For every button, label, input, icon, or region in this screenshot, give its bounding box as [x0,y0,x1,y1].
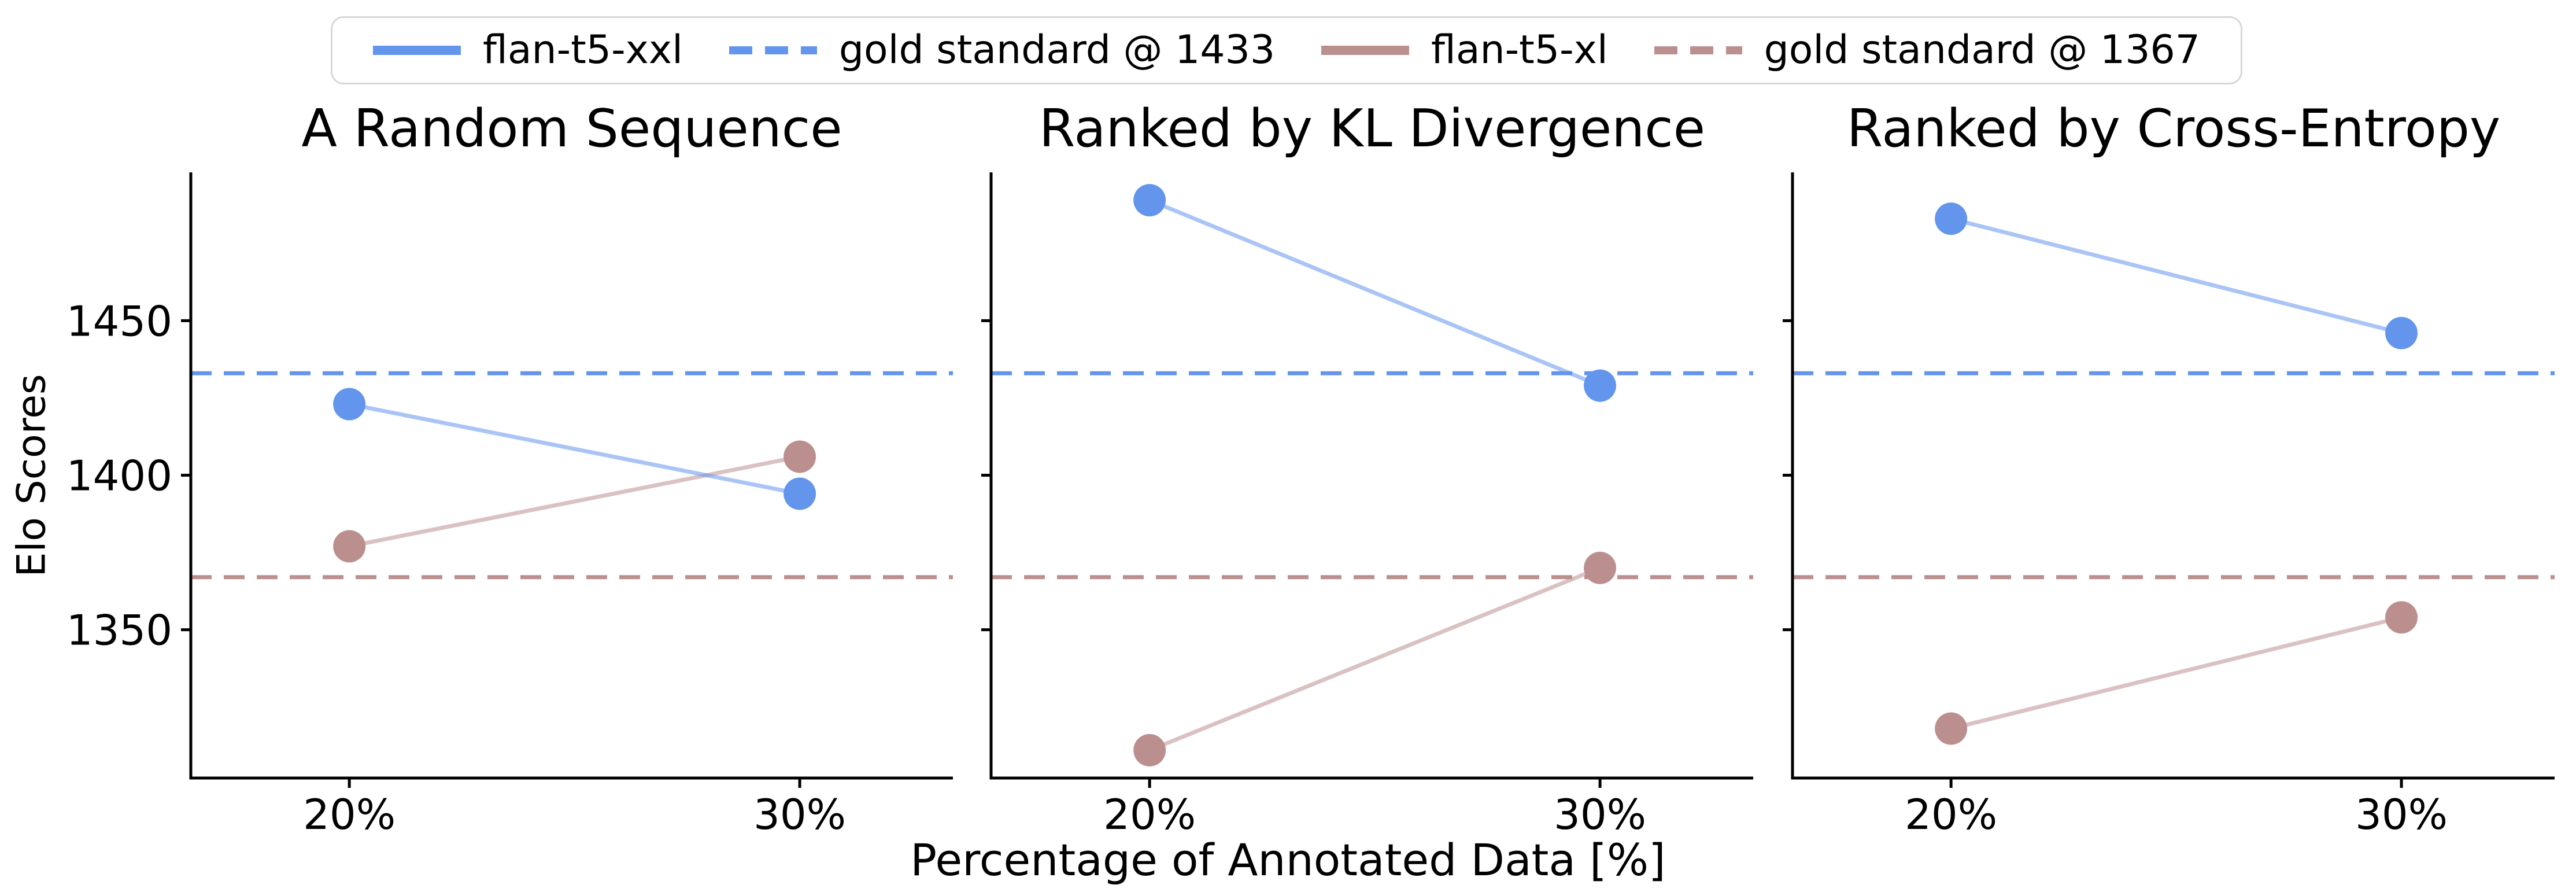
data-point [783,477,816,510]
series-flan-t5-xxl [1935,202,2418,349]
solid-line-swatch [1321,46,1410,55]
x-tick-label: 20% [303,790,396,839]
panel-title-random-sequence: A Random Sequence [301,98,842,159]
dashed-line-swatch [729,46,817,54]
series-line [1148,198,1601,388]
panel-title-kl-divergence: Ranked by KL Divergence [1038,98,1706,159]
panel-1: 20% 30% [981,172,1753,839]
data-point [1584,551,1617,584]
dashed-line-swatch [1654,46,1742,54]
legend-label: flan-t5-xxl [483,27,683,73]
y-tick-label: 1450 [66,297,172,345]
series-line [1148,566,1601,753]
x-tick-label: 30% [2355,790,2448,839]
x-tick-label: 20% [1103,790,1196,839]
legend-item-flan-t5-xl: flan-t5-xl [1321,31,1608,70]
data-point [783,440,816,473]
legend-item-gold-standard-1367: gold standard @ 1367 [1654,31,2200,70]
data-point [2385,601,2418,634]
data-point [1935,712,1968,745]
x-tick-label: 30% [1554,790,1646,839]
data-point [1584,369,1617,402]
data-point [1935,202,1968,235]
series-flan-t5-xl [333,440,816,563]
series-line [349,402,800,496]
legend-item-flan-t5-xxl: flan-t5-xxl [373,31,683,70]
data-point [2385,316,2418,349]
data-point [1133,184,1166,217]
legend: flan-t5-xxl gold standard @ 1433 flan-t5… [331,16,2242,84]
series-flan-t5-xl [1133,551,1617,766]
panel-title-cross-entropy: Ranked by Cross-Entropy [1846,98,2501,159]
x-tick-label: 20% [1905,790,1997,839]
x-axis-label: Percentage of Annotated Data [%] [910,834,1666,886]
solid-line-swatch [373,46,461,55]
legend-item-gold-standard-1433: gold standard @ 1433 [729,31,1275,70]
series-line [1950,216,2402,336]
legend-label: gold standard @ 1367 [1764,27,2200,73]
series-flan-t5-xxl [1133,184,1617,402]
data-point [333,530,366,563]
y-tick-label: 1400 [66,452,172,500]
data-point [333,388,366,421]
data-point [1133,733,1166,766]
series-line [1950,615,2402,731]
legend-label: flan-t5-xl [1431,27,1608,73]
legend-label: gold standard @ 1433 [838,27,1276,73]
series-flan-t5-xxl [333,388,816,510]
y-tick-label: 1350 [66,606,172,655]
panel-2: 20% 30% [1783,172,2555,839]
panel-0: 1350 1400 1450 20% 30% [66,172,953,839]
series-line [349,455,800,548]
series-flan-t5-xl [1935,601,2418,745]
x-tick-label: 30% [753,790,846,839]
